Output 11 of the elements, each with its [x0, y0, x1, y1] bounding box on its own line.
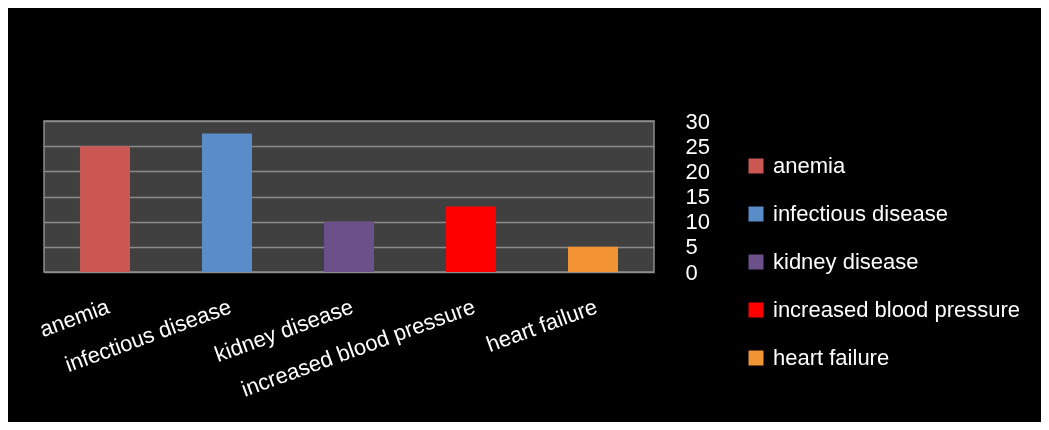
- y-tick-label: 10: [685, 209, 710, 235]
- y-tick-label: 0: [685, 259, 698, 285]
- x-tick-label: heart failure: [482, 293, 601, 357]
- legend-label: anemia: [773, 153, 846, 178]
- y-tick-label: 5: [685, 234, 698, 260]
- y-tick-label: 15: [685, 184, 710, 209]
- y-tick-label: 25: [685, 133, 710, 159]
- y-tick-label: 30: [685, 108, 710, 134]
- legend-label: kidney disease: [773, 249, 919, 274]
- y-tick-label: 20: [685, 158, 710, 184]
- legend-label: infectious disease: [773, 201, 948, 226]
